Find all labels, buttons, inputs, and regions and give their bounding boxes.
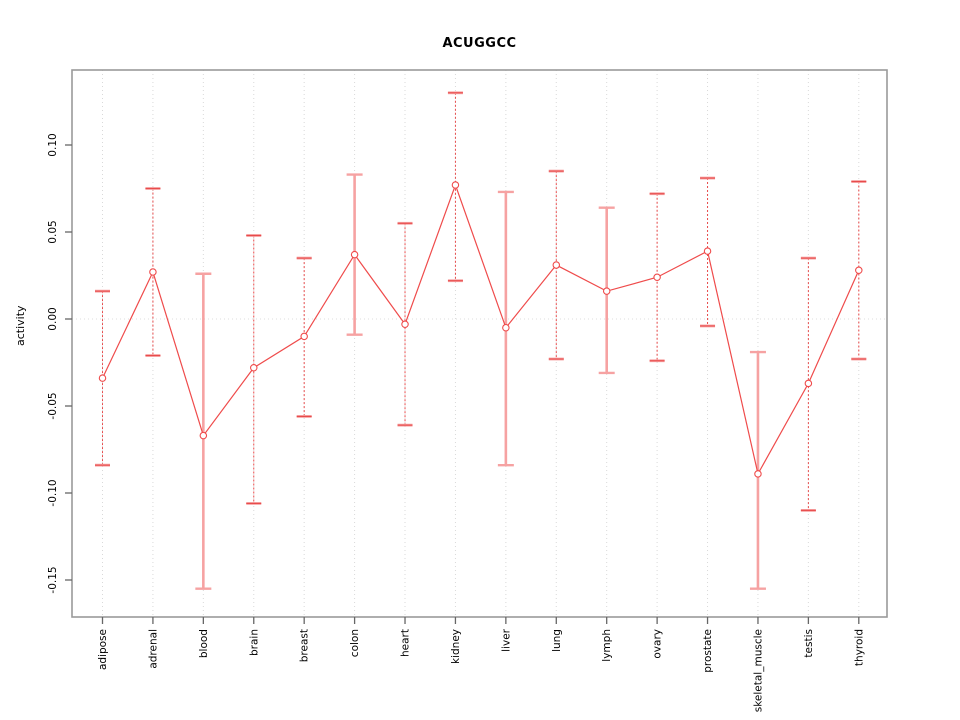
data-point xyxy=(149,268,157,276)
category-label: blood xyxy=(198,629,210,658)
category-label: thyroid xyxy=(853,629,865,666)
chart-title: ACUGGCC xyxy=(442,36,517,51)
data-point xyxy=(98,374,107,382)
category-label: breast xyxy=(299,629,311,662)
data-point xyxy=(350,250,359,259)
data-point xyxy=(855,266,863,275)
data-point xyxy=(250,363,258,372)
y-tick-label: 0.05 xyxy=(47,220,59,243)
category-label: testis xyxy=(803,629,815,658)
data-line xyxy=(101,183,860,476)
data-point xyxy=(199,431,208,440)
category-label: heart xyxy=(400,629,412,657)
data-point xyxy=(451,181,460,189)
category-label: kidney xyxy=(450,629,462,664)
data-point xyxy=(703,247,712,255)
category-label: skeletal_muscle xyxy=(752,629,764,712)
category-label: ovary xyxy=(652,629,664,659)
data-point xyxy=(754,470,762,478)
plot-border xyxy=(71,69,888,618)
data-point xyxy=(602,287,611,295)
data-point xyxy=(804,379,813,388)
category-label: adrenal xyxy=(147,629,159,669)
category-label: liver xyxy=(500,628,512,652)
data-point xyxy=(300,332,308,341)
category-label: lung xyxy=(551,629,563,652)
y-tick-label: 0.00 xyxy=(47,307,59,330)
y-tick-label: -0.15 xyxy=(47,566,59,593)
category-label: prostate xyxy=(702,629,714,673)
y-tick-label: -0.05 xyxy=(47,392,59,419)
y-tick-label: -0.10 xyxy=(47,479,59,506)
data-point xyxy=(502,323,510,332)
category-label: brain xyxy=(248,629,260,656)
data-point xyxy=(653,273,661,281)
y-axis-label: activity xyxy=(14,305,27,346)
category-label: colon xyxy=(349,629,361,657)
category-label: lymph xyxy=(601,629,613,662)
data-point xyxy=(401,320,409,328)
category-label: adipose xyxy=(97,629,109,670)
data-point xyxy=(552,261,561,269)
y-tick-label: 0.10 xyxy=(47,133,59,156)
